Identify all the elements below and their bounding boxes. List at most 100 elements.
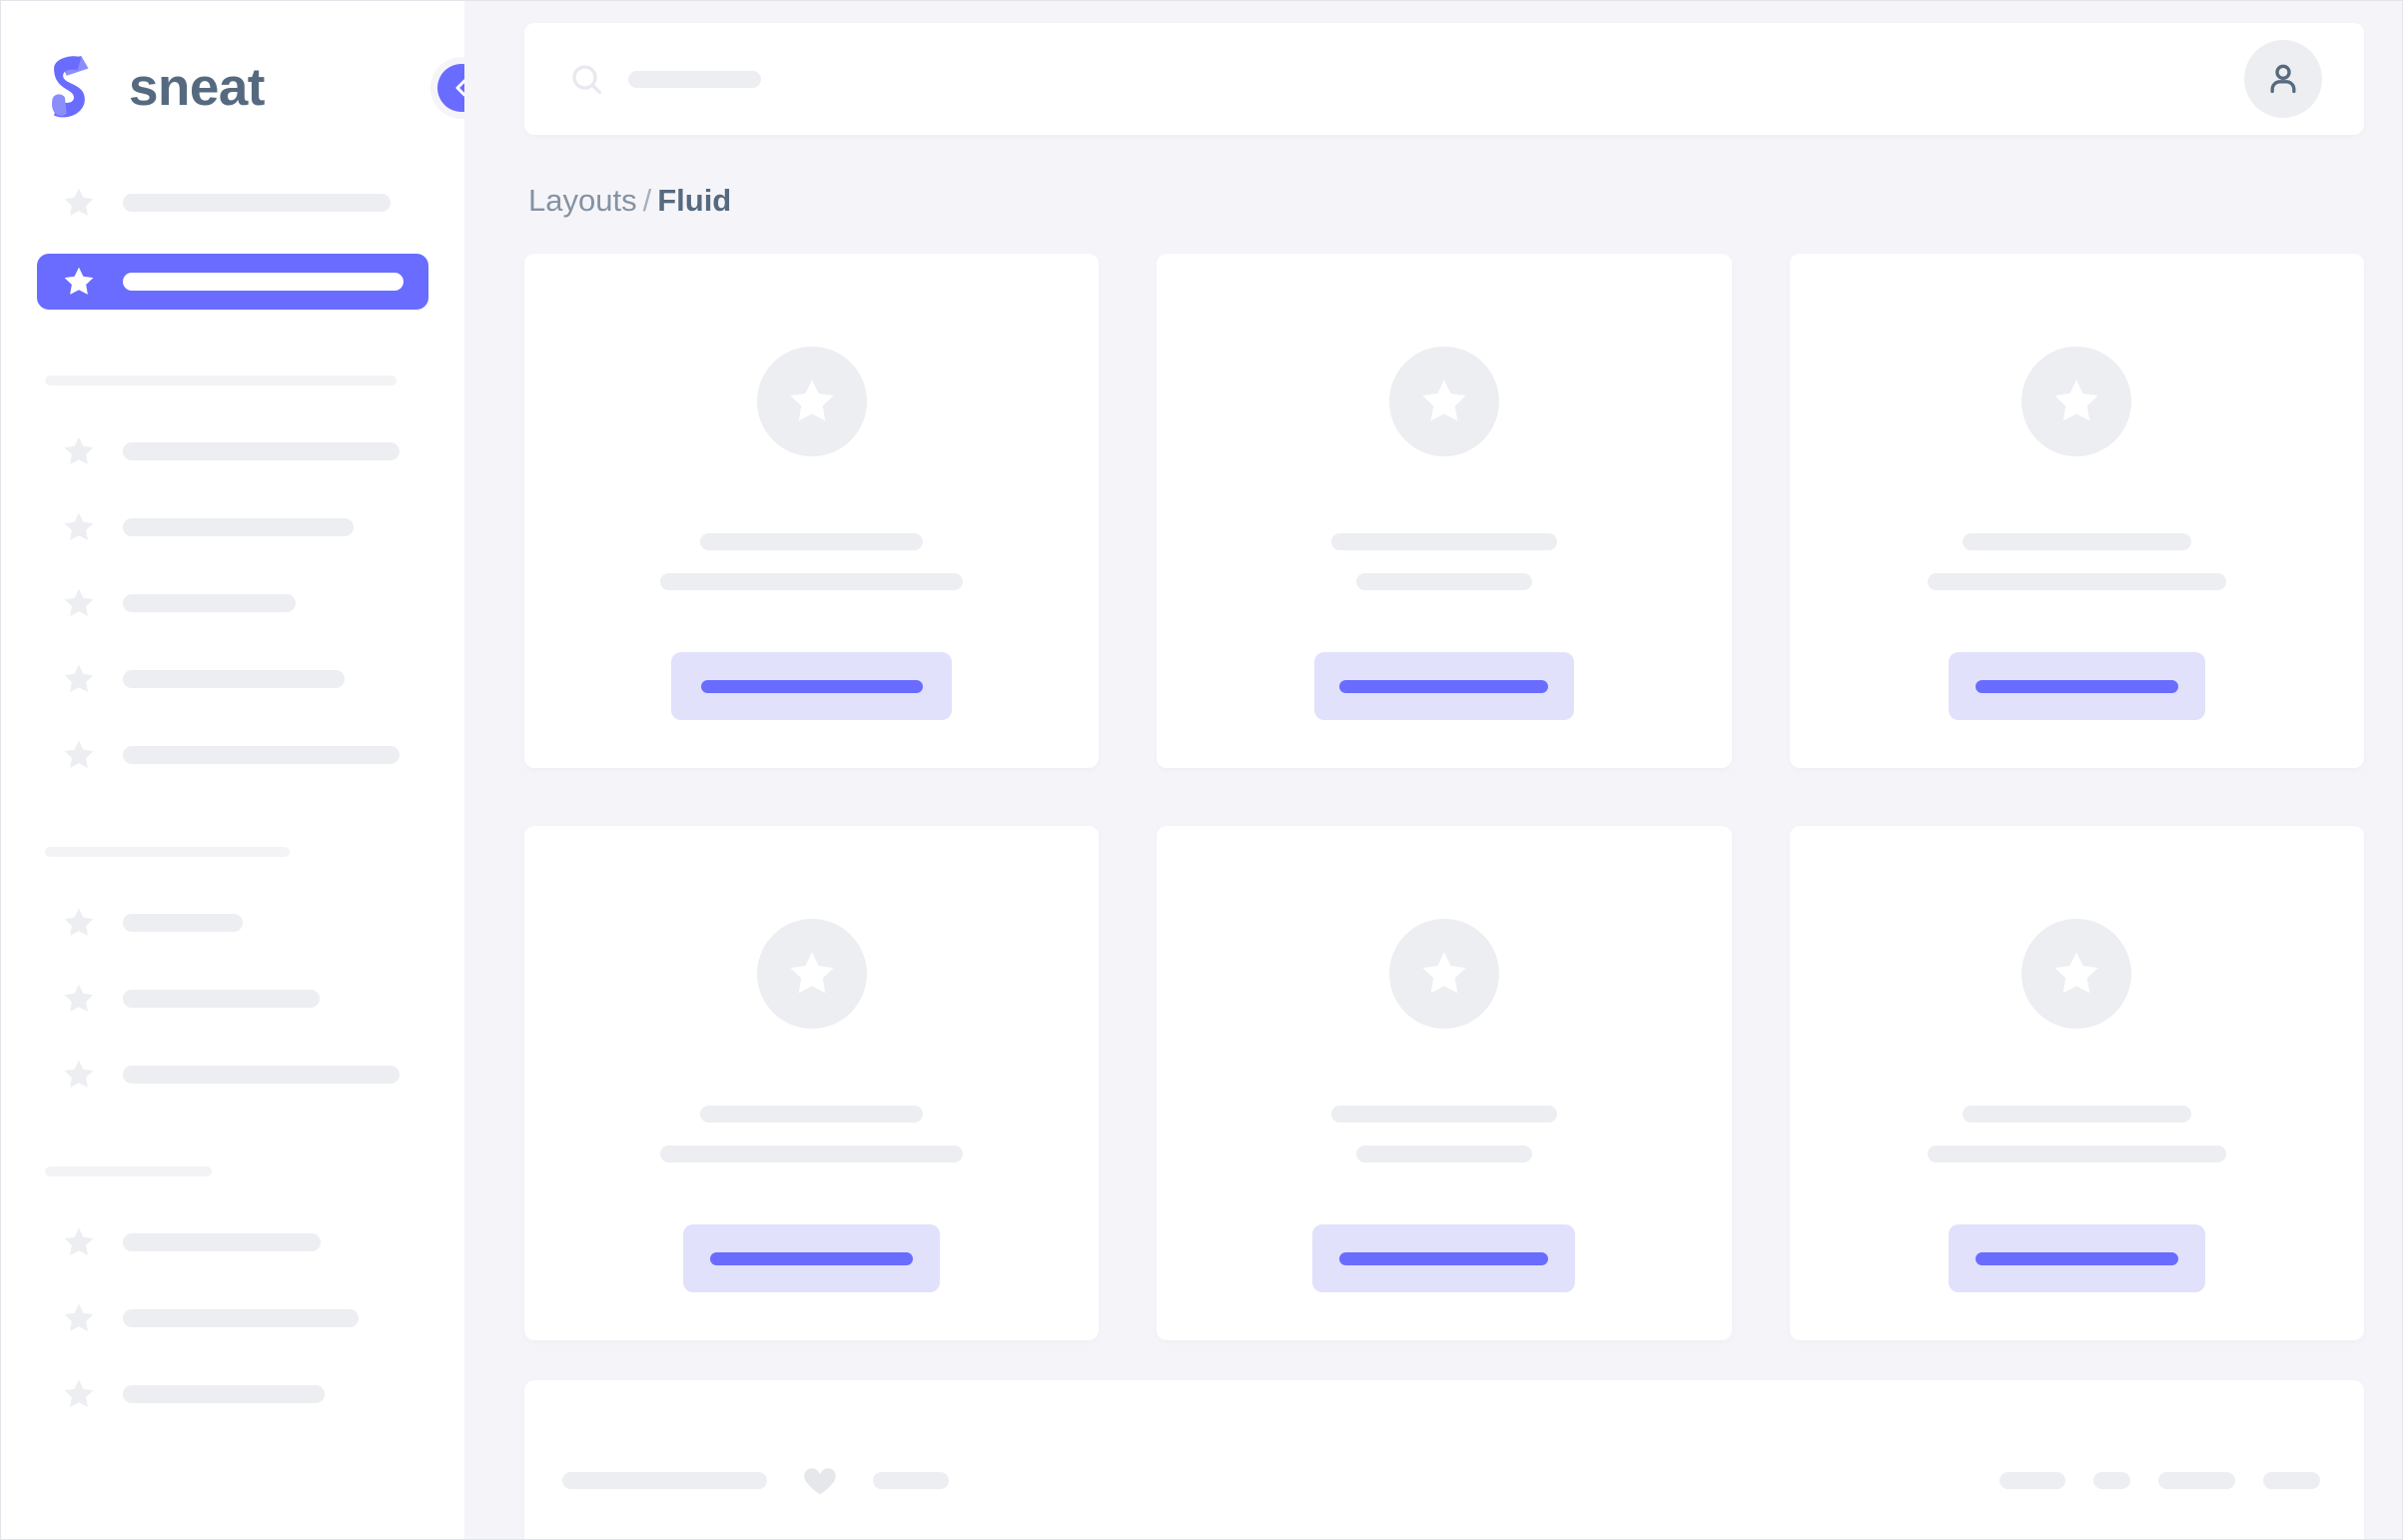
- star-icon: [61, 905, 97, 941]
- card-action-button[interactable]: [683, 1224, 941, 1292]
- footer-link[interactable]: [2158, 1471, 2235, 1489]
- footer-author-bar: [873, 1471, 949, 1489]
- sidebar-item[interactable]: [37, 727, 428, 783]
- star-icon: [61, 1376, 97, 1412]
- card-avatar: [2021, 919, 2132, 1029]
- main-content: Layouts / Fluid: [464, 1, 2402, 1539]
- breadcrumb: Layouts / Fluid: [524, 135, 2364, 254]
- sidebar-item[interactable]: [37, 499, 428, 555]
- breadcrumb-current: Fluid: [657, 183, 732, 218]
- sidebar-section-divider: [45, 847, 290, 857]
- card-action-button[interactable]: [1948, 652, 2205, 720]
- user-avatar-icon: [2263, 59, 2303, 99]
- brand[interactable]: sneat: [1, 1, 464, 121]
- card-title-placeholder: [1330, 533, 1557, 550]
- card-title-placeholder: [1962, 533, 2191, 550]
- sidebar-item[interactable]: [37, 1214, 428, 1270]
- card-action-button-label: [700, 679, 923, 693]
- sidebar-item-label: [123, 518, 354, 536]
- card-action-button-label: [1339, 1251, 1549, 1265]
- sidebar-item[interactable]: [37, 175, 428, 231]
- card-action-button[interactable]: [1313, 652, 1574, 720]
- star-icon: [2049, 375, 2103, 428]
- sidebar-item[interactable]: [37, 651, 428, 707]
- footer-link[interactable]: [2263, 1471, 2320, 1489]
- breadcrumb-parent[interactable]: Layouts: [528, 183, 637, 218]
- sidebar-item-label: [123, 1309, 359, 1327]
- footer-link[interactable]: [2000, 1471, 2065, 1489]
- star-icon: [1417, 375, 1471, 428]
- sidebar-item[interactable]: [37, 423, 428, 479]
- sidebar-item[interactable]: [37, 1047, 428, 1103]
- sidebar-section-divider: [45, 376, 397, 385]
- content-card: [1157, 254, 1732, 768]
- card-action-button[interactable]: [671, 652, 953, 720]
- star-icon: [61, 1057, 97, 1093]
- star-icon: [61, 1224, 97, 1260]
- sidebar-item-label: [123, 194, 391, 212]
- search-input[interactable]: [628, 70, 761, 88]
- content-card: [524, 826, 1100, 1340]
- footer-left: [562, 1461, 949, 1499]
- content-card: [1789, 826, 2364, 1340]
- top-navbar: [524, 23, 2364, 135]
- sidebar-item-label: [123, 1385, 325, 1403]
- sidebar-item-label: [123, 1233, 321, 1251]
- footer-links: [2000, 1471, 2320, 1489]
- footer-copyright-bar: [562, 1471, 767, 1489]
- sidebar-item-label: [123, 273, 403, 291]
- brand-name: sneat: [129, 57, 265, 117]
- content-card: [1789, 254, 2364, 768]
- card-action-button-label: [1975, 1251, 2178, 1265]
- sidebar-item-label: [123, 594, 296, 612]
- star-icon: [1417, 947, 1471, 1001]
- card-title-placeholder: [1962, 1106, 2191, 1123]
- card-subtitle-placeholder: [1927, 1146, 2226, 1162]
- sidebar-nav: [1, 121, 464, 1422]
- star-icon: [61, 585, 97, 621]
- content-card: [524, 254, 1100, 768]
- heart-icon: [801, 1461, 839, 1499]
- star-icon: [61, 737, 97, 773]
- card-action-button-label: [1339, 679, 1549, 693]
- star-icon: [61, 509, 97, 545]
- star-icon: [61, 981, 97, 1017]
- card-subtitle-placeholder: [660, 1146, 964, 1162]
- breadcrumb-separator: /: [642, 183, 652, 218]
- footer-link[interactable]: [2093, 1471, 2130, 1489]
- sidebar-item[interactable]: [37, 1366, 428, 1422]
- sidebar-section-divider: [45, 1166, 212, 1176]
- star-icon: [61, 185, 97, 221]
- card-avatar: [1388, 919, 1499, 1029]
- star-icon: [785, 375, 839, 428]
- sidebar-item-label: [123, 670, 345, 688]
- sidebar-item[interactable]: [37, 895, 428, 951]
- star-icon: [61, 661, 97, 697]
- sidebar-item-label: [123, 442, 400, 460]
- sidebar-item[interactable]: [37, 575, 428, 631]
- card-subtitle-placeholder: [660, 573, 964, 590]
- content-card: [1157, 826, 1732, 1340]
- star-icon: [61, 264, 97, 300]
- card-avatar: [756, 347, 867, 456]
- star-icon: [61, 433, 97, 469]
- sidebar-item[interactable]: [37, 971, 428, 1027]
- sidebar-item-label: [123, 990, 320, 1008]
- card-action-button[interactable]: [1948, 1224, 2205, 1292]
- sidebar-item-label: [123, 914, 243, 932]
- card-action-button[interactable]: [1312, 1224, 1576, 1292]
- card-avatar: [2021, 347, 2132, 456]
- card-subtitle-placeholder: [1927, 573, 2226, 590]
- sidebar-item[interactable]: [37, 1290, 428, 1346]
- chevron-left-icon: [437, 64, 464, 112]
- search-bar[interactable]: [568, 61, 2244, 97]
- sidebar-item-active[interactable]: [37, 254, 428, 310]
- sidebar: sneat: [1, 1, 464, 1539]
- card-avatar: [1388, 347, 1499, 456]
- card-action-button-label: [1975, 679, 2178, 693]
- page-footer: [524, 1380, 2364, 1539]
- star-icon: [2049, 947, 2103, 1001]
- star-icon: [61, 1300, 97, 1336]
- card-avatar: [756, 919, 867, 1029]
- avatar[interactable]: [2244, 40, 2322, 118]
